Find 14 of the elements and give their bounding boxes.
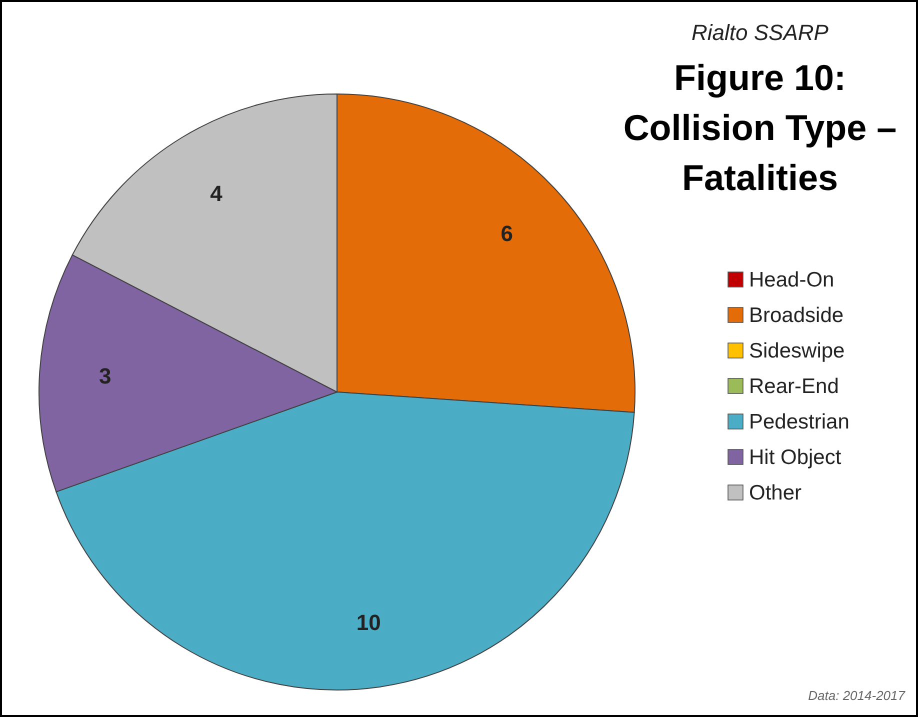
legend-label: Sideswipe [749,340,845,362]
data-label: 6 [500,220,513,246]
data-label: 4 [210,180,224,206]
data-label: 3 [98,364,112,389]
legend-label: Other [749,482,802,504]
legend-label: Pedestrian [749,410,850,434]
data-label: 10 [356,610,381,635]
chart-subtitle: Rialto SSARP [692,20,829,45]
legend-label: Head-On [749,268,834,292]
legend-label: Broadside [749,304,844,327]
text: Data: 2014-2017 [808,688,906,703]
legend-label: Rear-End [749,375,839,398]
chart-title: Figure 10: Collision Type – Fatalities [623,57,897,198]
legend-label: Hit Object [749,446,842,469]
